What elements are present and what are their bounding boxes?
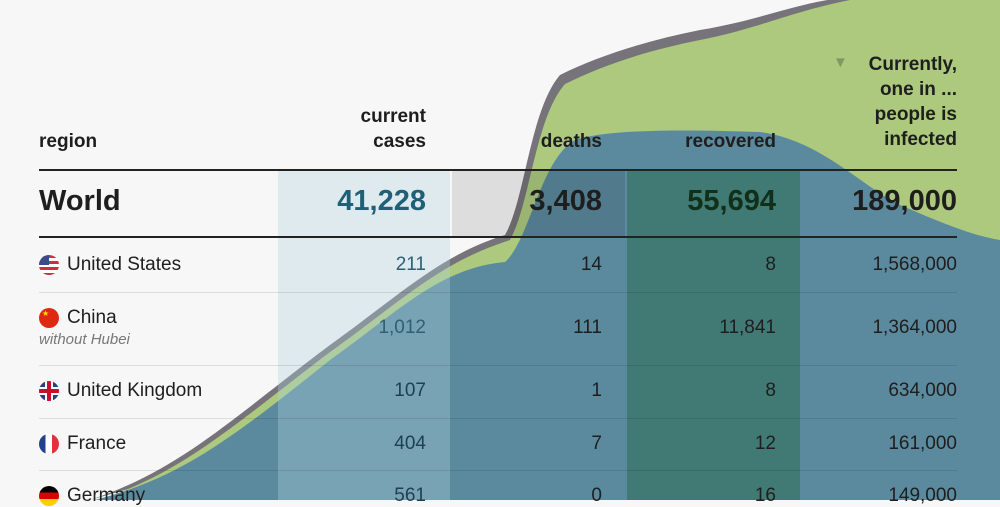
row-divider [39,292,957,293]
world-recovered: 55,694 [687,185,776,217]
current-cases-value: 404 [394,433,426,454]
us-flag-icon [39,255,59,275]
deaths-world-shade [452,170,625,237]
country-name: Germany [67,485,146,506]
infected-value: 161,000 [888,433,957,454]
deaths-value: 111 [573,317,602,338]
world-current-cases: 41,228 [337,185,426,217]
header-rule [39,169,957,171]
recovered-value: 8 [765,380,776,401]
current-cases-value: 561 [394,485,426,506]
header-deaths: deaths [540,131,602,152]
cases-area [95,130,1000,500]
world-label: World [39,185,121,217]
infected-value: 634,000 [888,380,957,401]
world-rule [39,236,957,238]
header-current-cases: current cases [360,106,426,152]
infected-value: 149,000 [888,485,957,506]
world-infected: 189,000 [852,185,957,217]
country-name: United Kingdom [67,380,203,401]
uk-flag-icon [39,381,59,401]
current-cases-value: 1,012 [378,317,426,338]
recovered-value: 11,841 [719,317,776,338]
header-region: region [39,131,98,152]
recovered-value: 8 [765,254,776,275]
france-flag-icon [39,434,59,454]
deaths-value: 14 [580,254,602,275]
recovered-column-shade [627,170,800,500]
germany-flag-icon [39,486,59,506]
recovered-value: 16 [754,485,776,506]
row-divider [39,365,957,366]
sort-triangle-icon: ▼ [833,54,848,71]
infected-value: 1,568,000 [872,254,957,275]
country-name: United States [67,254,182,275]
row-divider [39,470,957,471]
country-note: without Hubei [39,331,130,348]
world-deaths: 3,408 [529,185,602,217]
deaths-value: 1 [591,380,602,401]
current-cases-value: 211 [395,254,426,275]
infected-value: 1,364,000 [872,317,957,338]
row-divider [39,418,957,419]
china-flag-icon: ★ [39,308,59,328]
deaths-value: 0 [591,485,602,506]
recovered-value: 12 [754,433,776,454]
header-recovered: recovered [685,131,776,152]
header-infected: Currently, one in ... people is infected [868,54,957,150]
country-name: China [67,307,117,328]
deaths-value: 7 [591,433,602,454]
current-cases-value: 107 [394,380,426,401]
country-name: France [67,433,127,454]
current-cases-column-shade [278,170,450,500]
